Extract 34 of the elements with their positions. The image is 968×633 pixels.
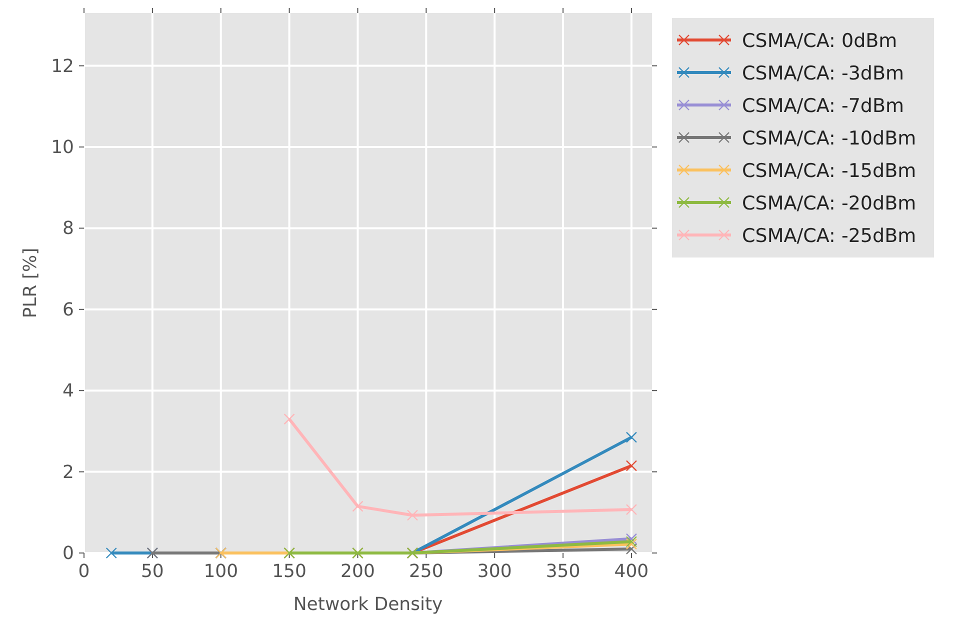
y-tick-label: 10 bbox=[51, 136, 74, 158]
y-tick-label: 12 bbox=[51, 56, 74, 77]
x-tick-label: 50 bbox=[140, 561, 164, 582]
x-axis-title: Network Density bbox=[293, 594, 443, 615]
point bbox=[106, 547, 117, 559]
y-tick-label: 4 bbox=[62, 380, 74, 402]
legend-label: CSMA/CA: -20dBm bbox=[742, 192, 916, 214]
y-tick-label: 8 bbox=[62, 218, 74, 240]
legend-label: CSMA/CA: -7dBm bbox=[742, 95, 904, 117]
legend-label: CSMA/CA: 0dBm bbox=[742, 30, 898, 52]
y-tick-label: 0 bbox=[62, 543, 74, 564]
y-tick-label: 6 bbox=[62, 299, 74, 320]
y-axis-title: PLR [%] bbox=[20, 248, 41, 318]
point bbox=[406, 510, 418, 521]
x-tick-label: 200 bbox=[340, 561, 375, 582]
legend-label: CSMA/CA: -3dBm bbox=[742, 62, 904, 84]
x-tick-label: 400 bbox=[614, 561, 649, 582]
point bbox=[284, 413, 295, 425]
x-tick-label: 0 bbox=[78, 561, 90, 582]
point bbox=[626, 432, 638, 443]
y-tick-label: 2 bbox=[62, 462, 74, 483]
point bbox=[352, 500, 364, 512]
legend-label: CSMA/CA: -15dBm bbox=[742, 160, 916, 182]
point bbox=[626, 504, 638, 516]
x-tick-label: 100 bbox=[204, 561, 238, 582]
legend-label: CSMA/CA: -10dBm bbox=[742, 128, 916, 150]
point bbox=[626, 536, 638, 548]
x-tick-label: 350 bbox=[546, 561, 580, 582]
x-tick-label: 150 bbox=[272, 561, 306, 582]
x-tick-label: 250 bbox=[408, 561, 444, 582]
legend-label: CSMA/CA: -25dBm bbox=[742, 225, 916, 247]
point bbox=[626, 460, 638, 472]
x-tick-label: 300 bbox=[477, 561, 512, 582]
point bbox=[626, 538, 638, 550]
